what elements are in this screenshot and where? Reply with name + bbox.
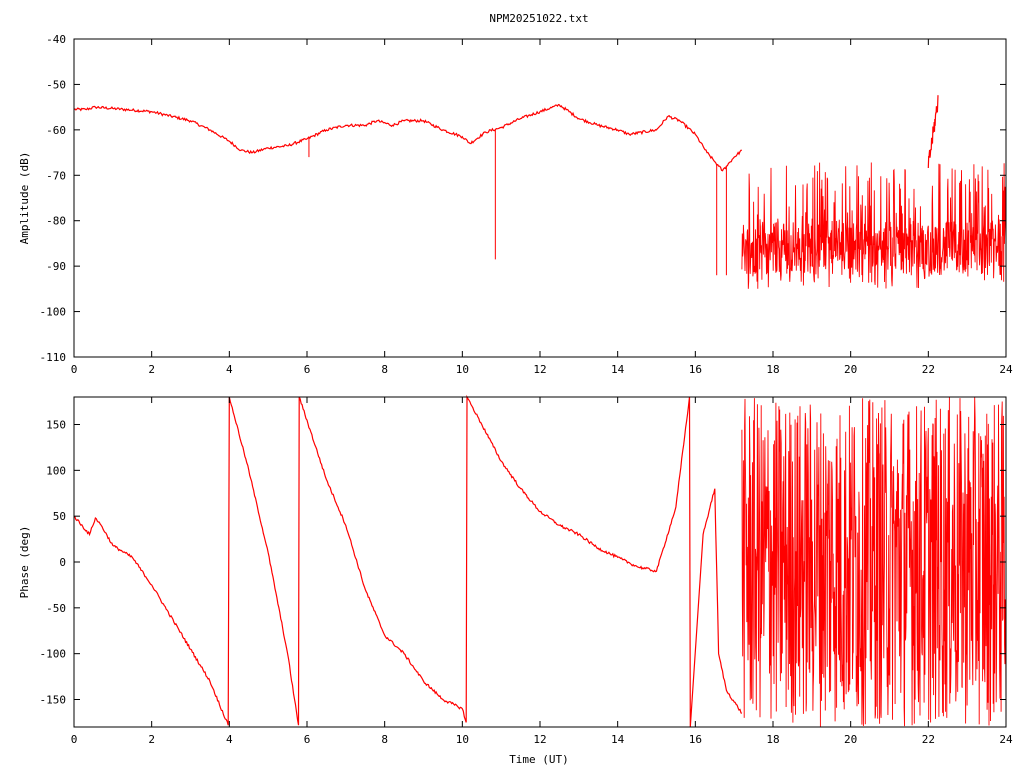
x-tick-label: 20 (844, 733, 857, 746)
amplitude-x-axis: 0 2 4 6 8 10 12 14 16 18 20 22 24 (71, 39, 1013, 376)
phase-x-axis: 0 2 4 6 8 10 12 14 16 18 20 22 24 (71, 397, 1013, 746)
y-tick-label: -60 (46, 124, 66, 137)
amplitude-y-axis: -40 -50 -60 -70 -80 -90 -100 -110 (40, 33, 1006, 364)
x-tick-label: 8 (381, 363, 388, 376)
amplitude-peak-series (927, 95, 939, 169)
x-tick-label: 18 (766, 733, 779, 746)
x-tick-label: 22 (922, 733, 935, 746)
x-tick-label: 16 (689, 363, 702, 376)
amplitude-noise-series (741, 162, 1007, 289)
x-tick-label: 12 (533, 733, 546, 746)
x-tick-label: 0 (71, 733, 78, 746)
phase-series-line (73, 394, 743, 728)
x-tick-label: 8 (381, 733, 388, 746)
phase-noise-series (741, 397, 1007, 727)
x-tick-label: 20 (844, 363, 857, 376)
y-tick-label: 150 (46, 419, 66, 432)
x-tick-label: 2 (148, 733, 155, 746)
y-tick-label: -70 (46, 169, 66, 182)
phase-x-label: Time (UT) (509, 753, 569, 766)
x-tick-label: 6 (304, 363, 311, 376)
x-tick-label: 2 (148, 363, 155, 376)
y-tick-label: -40 (46, 33, 66, 46)
x-tick-label: 4 (226, 363, 233, 376)
x-tick-label: 22 (922, 363, 935, 376)
y-tick-label: 100 (46, 464, 66, 477)
x-tick-label: 18 (766, 363, 779, 376)
phase-y-label: Phase (deg) (18, 526, 31, 599)
amplitude-plot-area (73, 95, 1007, 289)
x-tick-label: 6 (304, 733, 311, 746)
y-tick-label: -100 (40, 648, 67, 661)
x-tick-label: 10 (456, 363, 469, 376)
amplitude-frame (73, 38, 1007, 358)
phase-plot-area (73, 394, 1007, 728)
x-tick-label: 0 (71, 363, 78, 376)
y-tick-label: -50 (46, 602, 66, 615)
x-tick-label: 24 (999, 363, 1013, 376)
x-tick-label: 14 (611, 733, 625, 746)
y-tick-label: -100 (40, 306, 67, 319)
x-tick-label: 10 (456, 733, 469, 746)
y-tick-label: -110 (40, 351, 67, 364)
x-tick-label: 4 (226, 733, 233, 746)
x-tick-label: 12 (533, 363, 546, 376)
amplitude-series-line (73, 103, 742, 172)
phase-panel: 0 2 4 6 8 10 12 14 16 18 20 22 24 150100500-50-100-1… (18, 394, 1013, 766)
x-tick-label: 16 (689, 733, 702, 746)
x-tick-label: 24 (999, 733, 1013, 746)
y-tick-label: -50 (46, 78, 66, 91)
chart-title: NPM20251022.txt (489, 12, 588, 25)
y-tick-label: 50 (53, 510, 66, 523)
y-tick-label: -80 (46, 215, 66, 228)
y-tick-label: -90 (46, 260, 66, 273)
amplitude-y-label: Amplitude (dB) (18, 152, 31, 245)
amplitude-panel: 0 2 4 6 8 10 12 14 16 18 20 22 24 -40-50-60-70-80-90… (18, 33, 1013, 376)
y-tick-label: -150 (40, 694, 67, 707)
y-tick-label: 0 (59, 556, 66, 569)
x-tick-label: 14 (611, 363, 625, 376)
phase-y-axis: 150 100 50 0 -50 -100 -150 (40, 419, 1006, 707)
